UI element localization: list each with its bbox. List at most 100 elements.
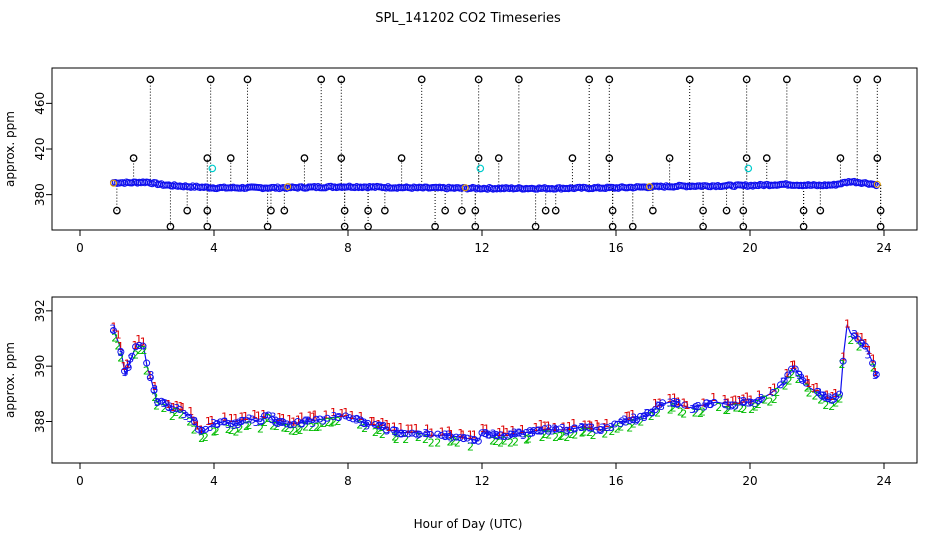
spike-low-point bbox=[458, 206, 466, 215]
line-point bbox=[452, 433, 460, 441]
spike-mid-point bbox=[494, 154, 503, 162]
series-1-point: 1 bbox=[140, 335, 147, 348]
series-3-point: 3 bbox=[851, 328, 858, 341]
series-2-point: 2 bbox=[330, 415, 337, 428]
series-2-point: 2 bbox=[737, 402, 744, 415]
series-2-point: 2 bbox=[847, 334, 854, 347]
series-2-point: 2 bbox=[552, 431, 559, 444]
series-2-point: 2 bbox=[211, 425, 218, 438]
bottom-y-tick-label: 388 bbox=[33, 410, 47, 433]
series-1-point: 1 bbox=[179, 401, 186, 414]
series-2-point: 2 bbox=[723, 404, 730, 417]
spike-bottom-point bbox=[471, 222, 480, 231]
series-1-point: 1 bbox=[413, 422, 420, 435]
series-1-point: 1 bbox=[446, 424, 453, 437]
series-2-point: 2 bbox=[434, 436, 441, 449]
line-point bbox=[342, 412, 350, 420]
series-2-point: 2 bbox=[153, 399, 160, 412]
series-2-point: 2 bbox=[236, 423, 243, 436]
line-point bbox=[364, 419, 372, 427]
series-1-point: 1 bbox=[375, 418, 382, 431]
series-2-point: 2 bbox=[586, 426, 593, 439]
top-y-tick-label: 420 bbox=[33, 138, 47, 161]
spike-bottom-point bbox=[263, 222, 272, 231]
line-point bbox=[530, 426, 538, 434]
spike-high-point bbox=[337, 75, 346, 84]
line-point bbox=[345, 414, 353, 422]
series-1-point: 1 bbox=[626, 409, 633, 422]
series-2-point: 2 bbox=[261, 416, 268, 429]
series-2-point: 2 bbox=[213, 425, 220, 438]
series-3-point: 3 bbox=[563, 426, 570, 439]
line-point bbox=[504, 432, 512, 440]
series-2-point: 2 bbox=[836, 393, 843, 406]
spike-low-point bbox=[816, 206, 825, 215]
line-point bbox=[813, 387, 821, 395]
series-3-point: 3 bbox=[485, 428, 492, 441]
line-point bbox=[117, 348, 125, 356]
series-2-point: 2 bbox=[232, 425, 239, 438]
series-1-point: 1 bbox=[866, 344, 873, 357]
series-2-point: 2 bbox=[557, 430, 564, 443]
series-2-point: 2 bbox=[579, 427, 586, 440]
series-2-point: 2 bbox=[680, 408, 687, 421]
series-2-point: 2 bbox=[295, 422, 302, 435]
series-2-point: 2 bbox=[856, 341, 863, 354]
series-3-point: 3 bbox=[529, 426, 536, 439]
series-2-point: 2 bbox=[724, 404, 731, 417]
series-3-point: 3 bbox=[309, 417, 316, 430]
series-1-point: 1 bbox=[519, 423, 526, 436]
spike-high-point bbox=[685, 75, 694, 84]
bottom-x-tick-label: 8 bbox=[344, 474, 352, 488]
series-3-point: 3 bbox=[467, 433, 474, 446]
series-1-point: 1 bbox=[736, 394, 743, 407]
series-3-point: 3 bbox=[796, 369, 803, 382]
series-1-point: 1 bbox=[756, 388, 763, 401]
series-3-point: 3 bbox=[641, 411, 648, 424]
series-2-point: 2 bbox=[489, 435, 496, 448]
series-1-point: 1 bbox=[338, 407, 345, 420]
series-1-point: 1 bbox=[824, 389, 831, 402]
line-point bbox=[194, 425, 202, 433]
series-1-point: 1 bbox=[198, 424, 205, 437]
line-point bbox=[706, 401, 714, 409]
series-1-point: 1 bbox=[173, 399, 180, 412]
line-point bbox=[835, 390, 843, 398]
series-3-point: 3 bbox=[154, 396, 161, 409]
series-2-point: 2 bbox=[788, 368, 795, 381]
line-point bbox=[415, 430, 423, 438]
series-1-point: 1 bbox=[503, 426, 510, 439]
series-1-point: 1 bbox=[858, 331, 865, 344]
series-2-point: 2 bbox=[191, 424, 198, 437]
series-2-point: 2 bbox=[132, 349, 139, 362]
series-3-point: 3 bbox=[520, 429, 527, 442]
series-2-point: 2 bbox=[571, 429, 578, 442]
line-point bbox=[213, 420, 221, 428]
series-1-point: 1 bbox=[872, 366, 879, 379]
series-2-point: 2 bbox=[755, 398, 762, 411]
series-3-point: 3 bbox=[587, 422, 594, 435]
series-3-point: 3 bbox=[415, 429, 422, 442]
series-3-point: 3 bbox=[353, 413, 360, 426]
line-point bbox=[334, 413, 342, 421]
line-point bbox=[445, 432, 453, 440]
line-point bbox=[788, 365, 796, 373]
line-point bbox=[404, 430, 412, 438]
series-3-point: 3 bbox=[752, 397, 759, 410]
line-point bbox=[780, 377, 788, 385]
spike-bottom-point bbox=[799, 222, 808, 231]
series-3-point: 3 bbox=[109, 322, 116, 335]
line-point bbox=[198, 427, 206, 435]
series-3-point: 3 bbox=[493, 429, 500, 442]
series-2-point: 2 bbox=[525, 432, 532, 445]
series-3-point: 3 bbox=[122, 366, 129, 379]
line-point bbox=[390, 426, 398, 434]
top-x-tick-label: 20 bbox=[742, 241, 757, 255]
spike-mid-point bbox=[836, 154, 845, 162]
spike-high-point bbox=[317, 75, 326, 84]
line-point bbox=[412, 430, 420, 438]
line-point bbox=[729, 401, 737, 409]
line-point bbox=[279, 418, 287, 426]
series-3-point: 3 bbox=[695, 400, 702, 413]
